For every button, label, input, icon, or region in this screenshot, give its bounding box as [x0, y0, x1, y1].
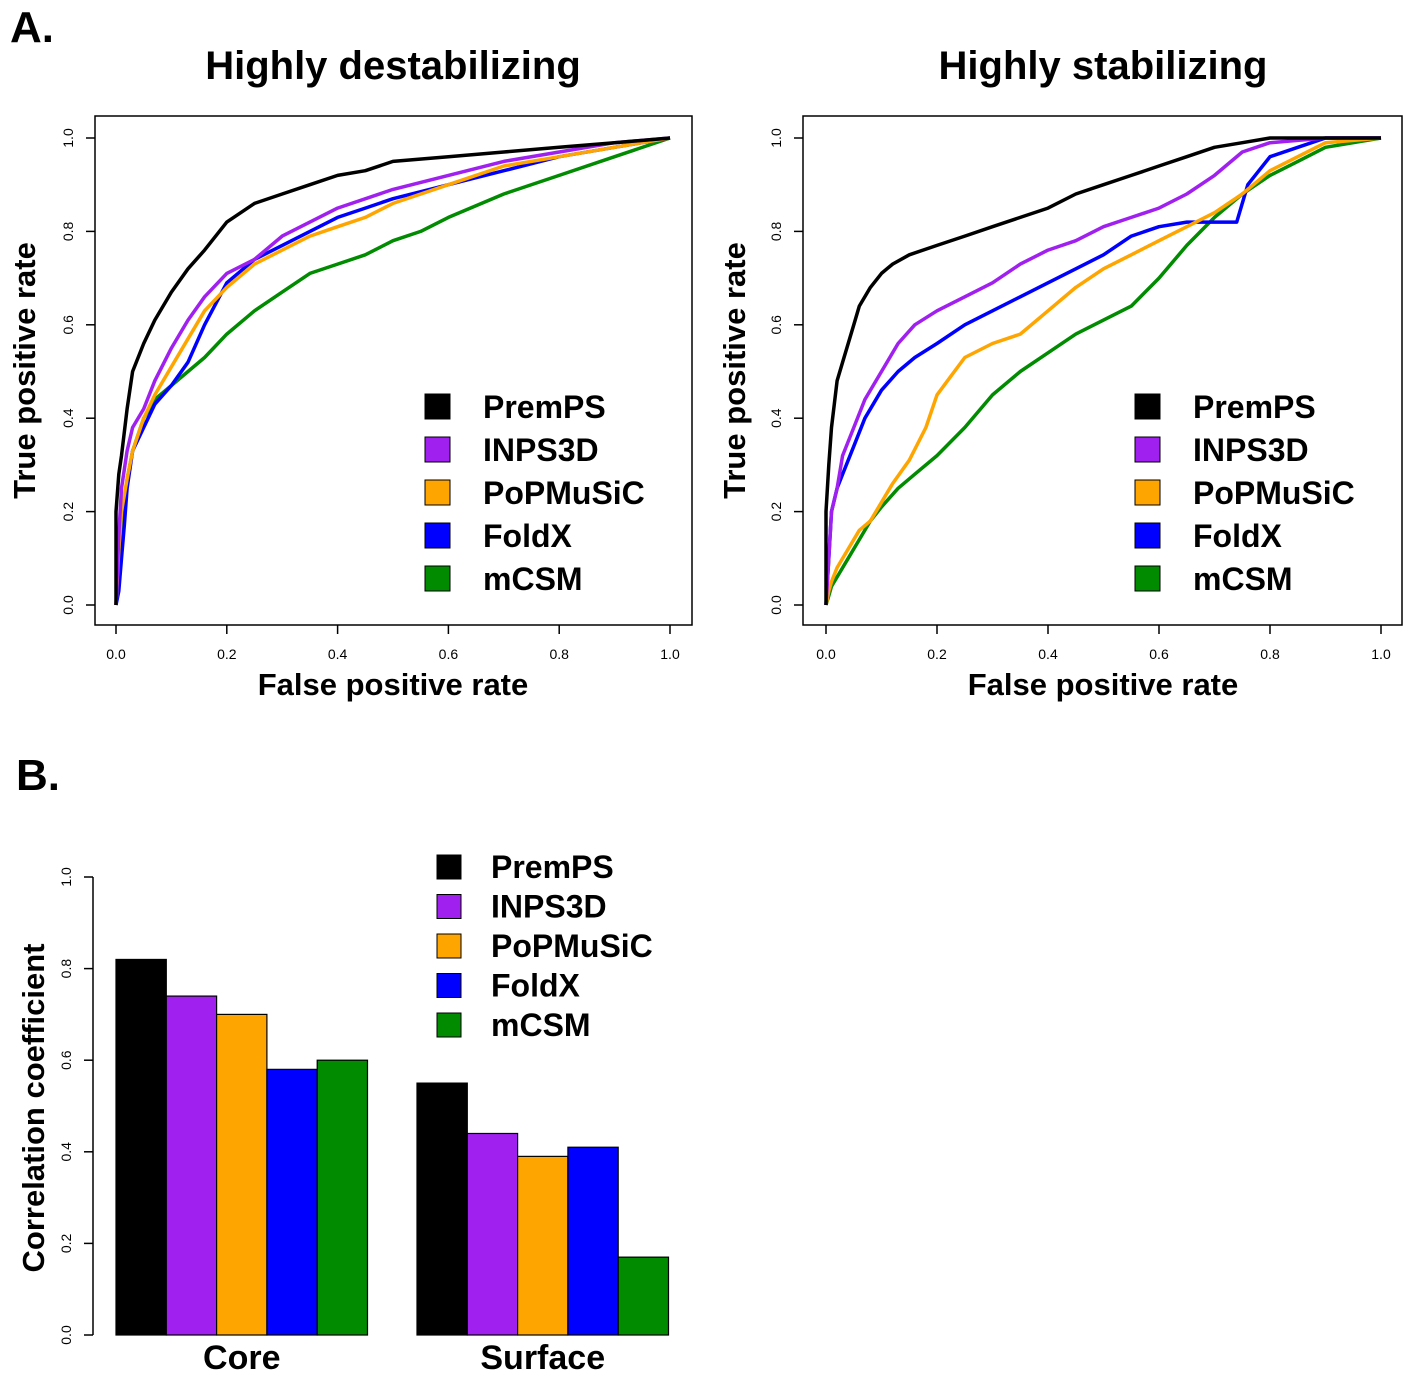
x-tick-label: 0.6: [439, 646, 459, 662]
y-axis-label: True positive rate: [717, 242, 752, 499]
legend-label-inps3d: INPS3D: [1193, 432, 1309, 468]
y-tick-label: 0.6: [768, 315, 784, 335]
x-tick-label: 0.6: [1149, 646, 1169, 662]
series-line-premps: [114, 136, 671, 605]
series-line-mcsm: [824, 136, 1382, 606]
legend-swatch-premps: [1134, 393, 1161, 420]
x-tick-label: 0.0: [816, 646, 836, 662]
x-tick-label: 0.0: [106, 646, 126, 662]
y-tick-label: 1.0: [60, 128, 76, 148]
series-line-inps3d: [114, 136, 671, 606]
correlation-bar-chart: 0.0 0.2 0.4 0.6 0.8 1.0 Correlation coefficien…: [16, 849, 670, 1373]
series-line-popmusic: [824, 136, 1382, 606]
chart-title: Highly destabilizing: [205, 44, 581, 88]
legend-swatch-premps: [424, 393, 451, 420]
panel-a-label: A.: [10, 3, 54, 52]
y-tick-label: 1.0: [58, 867, 74, 887]
x-tick-label: 0.8: [1260, 646, 1280, 662]
series-line-inps3d: [824, 136, 1381, 606]
bar-inps3d-core: [165, 995, 218, 1336]
y-tick-label: 0.4: [58, 1142, 74, 1162]
series-line-foldx: [824, 136, 1381, 606]
y-tick-label: 0.0: [60, 595, 76, 615]
x-tick-label: 0.4: [328, 646, 348, 662]
bar-popmusic-core: [216, 1013, 268, 1336]
y-axis-label: Correlation coefficient: [16, 944, 51, 1273]
legend-label-mcsm: mCSM: [483, 561, 583, 597]
legend-label-foldx: FoldX: [483, 518, 573, 554]
y-tick-label: 0.8: [60, 221, 76, 241]
bar-foldx-core: [266, 1068, 318, 1336]
legend-label-inps3d: INPS3D: [483, 432, 599, 468]
x-tick-label: 1.0: [1371, 646, 1391, 662]
y-tick-label: 0.0: [58, 1325, 74, 1345]
bar-inps3d-surface: [466, 1132, 519, 1336]
y-tick-label: 0.2: [58, 1233, 74, 1253]
category-label-core: Core: [203, 1339, 280, 1373]
legend-label-mcsm: mCSM: [491, 1007, 591, 1043]
bar-mcsm-surface: [617, 1256, 670, 1336]
legend-swatch-foldx: [424, 522, 451, 549]
roc-destabilizing-chart: Highly destabilizing 0.0 0.2 0.4 0.6 0.8 1.0 0.…: [7, 44, 693, 702]
legend-label-foldx: FoldX: [1193, 518, 1283, 554]
y-tick-label: 0.8: [58, 959, 74, 979]
legend-label-inps3d: INPS3D: [491, 889, 607, 925]
legend-swatch-mcsm: [424, 565, 451, 592]
legend-swatch-inps3d: [1134, 436, 1161, 463]
x-tick-label: 0.2: [927, 646, 947, 662]
x-tick-label: 0.2: [217, 646, 237, 662]
y-tick-label: 0.2: [60, 502, 76, 522]
chart-title: Highly stabilizing: [939, 44, 1268, 88]
x-axis-label: False positive rate: [258, 667, 529, 702]
bar-foldx-surface: [567, 1146, 619, 1336]
bar-mcsm-core: [316, 1059, 369, 1336]
legend-label-premps: PremPS: [1193, 389, 1316, 425]
plot-frame: [94, 115, 693, 626]
y-tick-label: 0.6: [60, 315, 76, 335]
legend-swatch-popmusic: [436, 933, 462, 959]
legend-swatch-foldx: [1134, 522, 1161, 549]
legend-label-foldx: FoldX: [491, 968, 581, 1004]
category-label-surface: Surface: [480, 1339, 605, 1373]
bar-premps-surface: [416, 1082, 468, 1336]
legend-swatch-premps: [436, 854, 462, 880]
y-axis-label: True positive rate: [7, 242, 42, 499]
series-line-mcsm: [114, 136, 671, 606]
legend-swatch-foldx: [436, 973, 462, 998]
y-tick-label: 0.4: [768, 408, 784, 428]
legend-swatch-inps3d: [436, 894, 462, 919]
legend-swatch-popmusic: [1134, 479, 1161, 506]
legend-swatch-inps3d: [424, 436, 451, 463]
legend-label-popmusic: PoPMuSiC: [483, 475, 645, 511]
y-tick-label: 1.0: [768, 128, 784, 148]
legend-swatch-popmusic: [424, 479, 451, 506]
panel-b-label: B.: [16, 751, 60, 800]
legend-swatch-mcsm: [1134, 565, 1161, 592]
y-tick-label: 0.2: [768, 502, 784, 522]
legend-label-premps: PremPS: [483, 389, 606, 425]
y-tick-label: 0.6: [58, 1050, 74, 1070]
x-tick-label: 0.8: [549, 646, 569, 662]
legend-label-popmusic: PoPMuSiC: [1193, 475, 1355, 511]
legend-swatch-mcsm: [436, 1012, 462, 1038]
x-tick-label: 1.0: [660, 646, 680, 662]
x-axis-label: False positive rate: [968, 667, 1239, 702]
plot-frame: [802, 115, 1403, 626]
x-tick-label: 0.4: [1038, 646, 1058, 662]
series-line-premps: [824, 136, 1381, 605]
bar-premps-core: [115, 958, 167, 1336]
y-tick-label: 0.4: [60, 408, 76, 428]
series-line-foldx: [114, 136, 671, 606]
roc-stabilizing-chart: Highly stabilizing 0.0 0.2 0.4 0.6 0.8 1.0 0.0 0…: [717, 44, 1403, 702]
legend-label-popmusic: PoPMuSiC: [491, 928, 653, 964]
legend-label-mcsm: mCSM: [1193, 561, 1293, 597]
legend-label-premps: PremPS: [491, 849, 614, 885]
series-line-popmusic: [114, 136, 671, 606]
bar-popmusic-surface: [516, 1155, 569, 1336]
y-tick-label: 0.0: [768, 595, 784, 615]
y-tick-label: 0.8: [768, 221, 784, 241]
